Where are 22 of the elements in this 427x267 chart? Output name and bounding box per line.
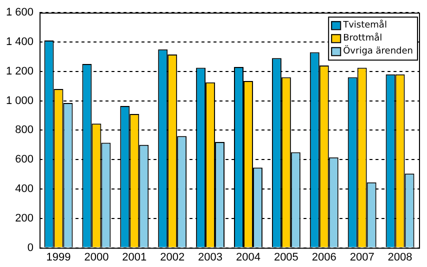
y-tick-label: 800 bbox=[15, 124, 34, 136]
y-tick-label: 0 bbox=[27, 242, 34, 254]
y-tick-label: 1 600 bbox=[6, 6, 34, 19]
y-tick-label: 1 200 bbox=[6, 65, 34, 78]
x-tick-label: 2003 bbox=[198, 251, 223, 264]
y-tick-label: 1 400 bbox=[6, 36, 34, 48]
x-tick-label: 2006 bbox=[312, 251, 336, 264]
legend-label: Övriga ärenden bbox=[343, 44, 414, 56]
x-tick-label: 1999 bbox=[46, 251, 71, 264]
y-tick-label: 400 bbox=[15, 183, 34, 196]
y-tick-label: 1 000 bbox=[6, 94, 34, 107]
x-tick-label: 2007 bbox=[350, 251, 374, 264]
x-tick-label: 2000 bbox=[84, 251, 109, 264]
x-tick-label: 2002 bbox=[160, 251, 185, 264]
x-tick-label: 2001 bbox=[122, 251, 147, 264]
x-tick-label: 2005 bbox=[274, 251, 298, 264]
legend-label: Brottmål bbox=[343, 32, 382, 44]
x-tick-label: 2008 bbox=[388, 251, 412, 264]
x-tick-label: 2004 bbox=[236, 251, 260, 264]
y-tick-label: 200 bbox=[15, 212, 34, 224]
y-tick-label: 600 bbox=[15, 154, 34, 166]
legend-label: Tvistemål bbox=[342, 19, 387, 30]
